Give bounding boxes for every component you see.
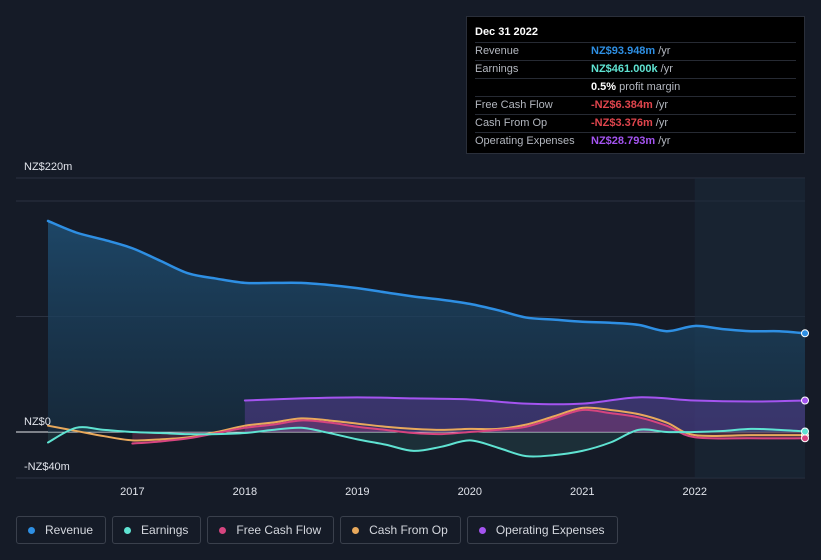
tooltip-unit: /yr — [658, 45, 671, 57]
tooltip-value: NZ$461.000k — [591, 63, 658, 75]
legend-dot-icon — [478, 526, 486, 534]
series-line-free-cash-flow — [131, 408, 806, 445]
series-end-point — [801, 396, 809, 405]
series-line-operating-expenses — [243, 396, 806, 406]
tooltip-unit: /yr — [658, 135, 671, 147]
x-axis-ticks: 2017 2018 2019 2020 2021 2022 — [120, 486, 707, 498]
tooltip-value: -NZ$3.376m — [591, 117, 653, 129]
tooltip-unit: /yr — [655, 117, 668, 129]
legend-label: Revenue — [45, 523, 94, 537]
tooltip-row-free-cash-flow: Free Cash Flow -NZ$6.384m /yr — [475, 96, 796, 114]
x-tick-label: 2020 — [458, 486, 482, 498]
legend-item-revenue[interactable]: Revenue — [16, 516, 107, 544]
tooltip-date: Dec 31 2022 — [475, 26, 538, 38]
y-axis-label-zero: NZ$0 — [24, 416, 51, 428]
series-line-revenue — [46, 219, 807, 335]
series-area-revenue — [48, 220, 805, 432]
tooltip-label: Cash From Op — [475, 117, 548, 129]
chart-legend: Revenue Earnings Free Cash Flow Cash Fro… — [16, 516, 624, 544]
tooltip-value: -NZ$6.384m — [591, 99, 653, 111]
series-area-free-cash-flow — [132, 409, 805, 444]
legend-label: Free Cash Flow — [236, 523, 322, 537]
series-end-point — [801, 434, 809, 443]
legend-item-free-cash-flow[interactable]: Free Cash Flow — [207, 516, 335, 544]
series-area-earnings — [48, 427, 805, 457]
tooltip-row-revenue: Revenue NZ$93.948m /yr — [475, 42, 796, 60]
legend-item-earnings[interactable]: Earnings — [112, 516, 202, 544]
legend-dot-icon — [124, 526, 132, 534]
tooltip-label: Operating Expenses — [475, 135, 575, 147]
series-line-earnings — [47, 426, 806, 458]
chart-area: NZ$220m NZ$0 -NZ$40m 2017 2018 2019 2020 202… — [16, 161, 809, 498]
y-axis-label-bottom: -NZ$40m — [24, 461, 70, 473]
tooltip-unit: profit margin — [619, 81, 681, 93]
tooltip-label: Free Cash Flow — [475, 99, 553, 111]
tooltip-row-cash-from-op: Cash From Op -NZ$3.376m /yr — [475, 114, 796, 132]
tooltip-value: NZ$28.793m — [591, 135, 656, 147]
tooltip-label: Revenue — [475, 45, 520, 57]
legend-label: Earnings — [141, 523, 189, 537]
tooltip-unit: /yr — [660, 63, 673, 75]
tooltip-value: 0.5% — [591, 81, 617, 93]
series-layer — [46, 219, 809, 458]
tooltip-row-operating-expenses: Operating Expenses NZ$28.793m /yr — [475, 132, 796, 150]
tooltip-row-profit-margin: 0.5% profit margin — [475, 78, 796, 96]
series-area-operating-expenses — [244, 397, 805, 432]
series-end-point — [801, 427, 809, 436]
x-tick-label: 2018 — [233, 486, 257, 498]
x-tick-label: 2019 — [345, 486, 369, 498]
series-end-point — [801, 329, 809, 338]
x-tick-label: 2021 — [570, 486, 594, 498]
y-axis-label-top: NZ$220m — [24, 161, 72, 173]
legend-dot-icon — [352, 526, 360, 534]
legend-dot-icon — [219, 526, 227, 534]
series-line-cash-from-op — [47, 406, 806, 442]
x-tick-label: 2017 — [120, 486, 144, 498]
legend-item-operating-expenses[interactable]: Operating Expenses — [466, 516, 618, 544]
tooltip-row-earnings: Earnings NZ$461.000k /yr — [475, 60, 796, 78]
tooltip-value: NZ$93.948m — [591, 45, 656, 57]
data-tooltip: Dec 31 2022 Revenue NZ$93.948m /yr Earni… — [466, 16, 805, 154]
legend-dot-icon — [28, 526, 35, 534]
tooltip-unit: /yr — [655, 99, 668, 111]
tooltip-label — [475, 79, 591, 96]
legend-label: Cash From Op — [369, 523, 448, 537]
x-tick-label: 2022 — [683, 486, 707, 498]
tooltip-label: Earnings — [475, 63, 519, 75]
legend-item-cash-from-op[interactable]: Cash From Op — [340, 516, 461, 544]
legend-label: Operating Expenses — [495, 523, 605, 537]
